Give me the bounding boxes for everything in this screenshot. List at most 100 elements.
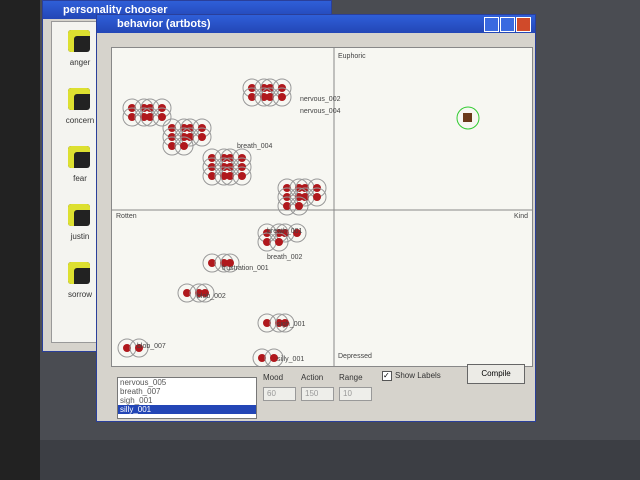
close-button[interactable] [516,17,531,32]
quadrant-label: Kind [514,213,528,220]
selected-bot [463,113,472,122]
field-input[interactable]: 10 [339,387,372,401]
quadrant-label: Euphoric [338,53,366,60]
bot [208,259,216,267]
personality-icon [68,262,90,284]
bot-ring [174,136,194,156]
personality-label: concern [65,116,95,125]
minimize-button[interactable] [484,17,499,32]
bezel [40,440,640,480]
bot [293,229,301,237]
bot-label: frustration_001 [222,265,269,272]
checkbox[interactable]: ✓ [382,371,392,381]
list-item[interactable]: nervous_005 [120,378,167,387]
bot [208,172,216,180]
bot-ring [289,196,309,216]
bot-ring [275,313,295,333]
bot-ring [269,232,289,252]
bot [201,289,209,297]
personality-label: justin [70,232,90,241]
bot [186,133,194,141]
bot-ring [264,348,284,366]
window-title: behavior (artbots) [117,18,211,30]
bot [258,354,266,362]
bot [220,172,228,180]
bot [195,289,203,297]
field-label: Range [339,373,363,382]
bot [158,113,166,121]
bot-ring [152,107,172,127]
bot [248,93,256,101]
bot-ring [220,253,240,273]
bot [260,93,268,101]
list-item[interactable]: silly_001 [118,405,256,414]
field-label: Action [301,373,324,382]
behavior-list[interactable]: nervous_005 breath_007 sigh_001 silly_001 [117,377,257,419]
bot [283,202,291,210]
personality-icon [68,30,90,52]
bot-label: breath_001 [267,228,303,235]
bot [281,319,289,327]
personality-label: anger [69,58,91,67]
bot [295,202,303,210]
bot-label: blob_007 [137,343,166,350]
checkbox-label: Show Labels [395,371,441,380]
bot [275,238,283,246]
bot [220,259,228,267]
bot-label: nervous_002 [300,96,341,103]
bot [263,319,271,327]
bot [128,113,136,121]
window-title: personality chooser [63,4,168,16]
bot [123,344,131,352]
list-item[interactable]: sigh_001 [120,396,153,405]
bot [263,238,271,246]
bot [275,319,283,327]
bot [146,113,154,121]
bot-ring [272,87,292,107]
bot [281,229,289,237]
bot [140,113,148,121]
quadrant-label: Depressed [338,353,372,360]
personality-icon [68,146,90,168]
bot-label: sigh_001 [277,321,306,328]
bot-ring [287,223,307,243]
bot [238,172,246,180]
bot-ring [195,283,215,303]
bot-label: silly_001 [277,356,304,363]
bot-label: blob_002 [197,293,226,300]
bot-ring [192,127,212,147]
bot [266,93,274,101]
bot [313,193,321,201]
bot [168,142,176,150]
list-item[interactable]: breath_007 [120,387,161,396]
bot-ring [232,166,252,186]
bot [183,289,191,297]
bot-label: nervous_004 [300,108,341,115]
title-bar: behavior (artbots) [97,15,535,33]
field-input[interactable]: 60 [263,387,296,401]
bot-label: breath_004 [237,143,273,150]
bot-ring [129,338,149,358]
bot-label: breath_002 [267,254,303,261]
bot [301,193,309,201]
plot-area: Euphoric Rotten Kind Depressed nervous_0… [111,47,533,367]
bezel [0,0,40,480]
bot [278,93,286,101]
personality-label: sorrow [67,290,92,299]
maximize-button[interactable] [500,17,515,32]
compile-button[interactable]: Compile [467,364,525,384]
field-input[interactable]: 150 [301,387,334,401]
bot [270,354,278,362]
bot [180,142,188,150]
field-label: Mood [263,373,284,382]
quadrant-label: Rotten [116,213,137,220]
front-window: behavior (artbots) Euphoric Rotten Kind … [96,14,536,422]
bot [198,133,206,141]
bot [135,344,143,352]
bot [226,259,234,267]
personality-icon [68,88,90,110]
bot [226,172,234,180]
personality-icon [68,204,90,226]
personality-label: fear [73,174,87,183]
